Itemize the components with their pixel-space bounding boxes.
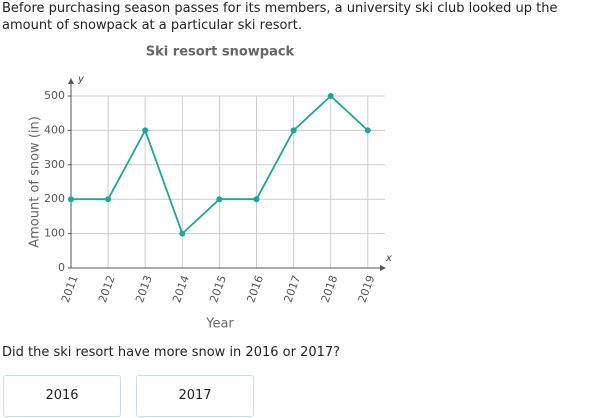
x-tick-label: 2019 <box>356 274 378 305</box>
choice-button[interactable]: 2016 <box>3 375 121 417</box>
x-tick-label: 2011 <box>59 274 81 305</box>
y-tick-label: 0 <box>58 261 65 274</box>
y-axis-symbol: y <box>77 74 85 85</box>
y-tick-label: 300 <box>44 158 65 171</box>
data-point <box>105 196 112 203</box>
question: Did the ski resort have more snow in 201… <box>2 345 341 360</box>
data-point <box>327 93 334 99</box>
data-point <box>142 127 149 134</box>
y-axis-arrow <box>68 78 74 84</box>
x-tick-label: 2016 <box>244 274 266 305</box>
data-point <box>68 196 74 203</box>
x-tick-label: 2013 <box>133 274 155 305</box>
y-tick-label: 400 <box>44 123 65 136</box>
data-point <box>290 127 297 134</box>
prompt: Before purchasing season passes for its … <box>2 1 558 33</box>
x-tick-label: 2014 <box>170 274 192 305</box>
data-point <box>216 196 223 203</box>
data-point <box>253 196 260 203</box>
chart: Ski resort snowpack Year Amount of snow … <box>28 45 393 332</box>
choice-button[interactable]: 2017 <box>136 375 254 417</box>
data-point <box>179 230 186 237</box>
y-tick-label: 500 <box>44 89 65 102</box>
data-point <box>364 127 371 134</box>
y-tick-label: 200 <box>44 192 65 205</box>
y-axis-label: Amount of snow (in) <box>28 116 43 248</box>
y-tick-label: 100 <box>44 227 65 240</box>
x-tick-label: 2015 <box>207 274 229 305</box>
x-tick-label: 2017 <box>281 274 303 305</box>
x-axis-arrow <box>380 265 386 271</box>
x-tick-label: 2012 <box>96 274 118 305</box>
chart-title: Ski resort snowpack <box>146 45 295 60</box>
x-tick-label: 2018 <box>319 274 341 305</box>
x-axis-symbol: x <box>385 253 392 264</box>
x-axis-label: Year <box>205 317 234 332</box>
